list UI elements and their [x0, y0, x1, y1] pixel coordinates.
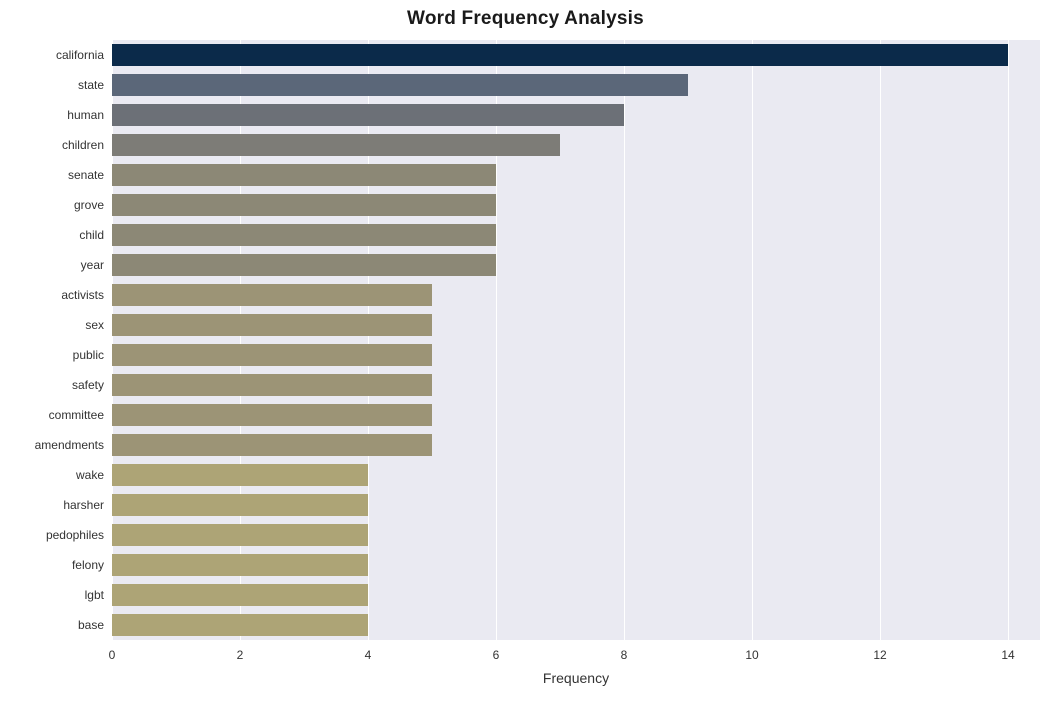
- bar: [112, 554, 368, 576]
- bar: [112, 104, 624, 126]
- y-tick-label: activists: [0, 288, 104, 302]
- y-tick-label: harsher: [0, 498, 104, 512]
- x-tick-label: 14: [993, 648, 1023, 662]
- x-gridline: [880, 40, 881, 640]
- y-tick-label: committee: [0, 408, 104, 422]
- y-tick-label: safety: [0, 378, 104, 392]
- word-frequency-chart: Word Frequency Analysis Frequency califo…: [0, 0, 1051, 701]
- y-tick-label: grove: [0, 198, 104, 212]
- xaxis-title: Frequency: [112, 670, 1040, 686]
- bar: [112, 284, 432, 306]
- bar: [112, 494, 368, 516]
- x-tick-label: 2: [225, 648, 255, 662]
- x-tick-label: 6: [481, 648, 511, 662]
- bar: [112, 404, 432, 426]
- bar: [112, 464, 368, 486]
- x-gridline: [496, 40, 497, 640]
- bar: [112, 314, 432, 336]
- y-tick-label: base: [0, 618, 104, 632]
- y-tick-label: state: [0, 78, 104, 92]
- x-tick-label: 12: [865, 648, 895, 662]
- x-tick-label: 0: [97, 648, 127, 662]
- bar: [112, 614, 368, 636]
- y-tick-label: human: [0, 108, 104, 122]
- bar: [112, 254, 496, 276]
- x-tick-label: 10: [737, 648, 767, 662]
- bar: [112, 434, 432, 456]
- bar: [112, 344, 432, 366]
- chart-title: Word Frequency Analysis: [0, 8, 1051, 30]
- x-gridline: [624, 40, 625, 640]
- x-gridline: [240, 40, 241, 640]
- bar: [112, 194, 496, 216]
- x-gridline: [112, 40, 113, 640]
- bar: [112, 524, 368, 546]
- y-tick-label: child: [0, 228, 104, 242]
- y-tick-label: california: [0, 48, 104, 62]
- y-tick-label: sex: [0, 318, 104, 332]
- y-tick-label: lgbt: [0, 588, 104, 602]
- y-tick-label: senate: [0, 168, 104, 182]
- x-gridline: [1008, 40, 1009, 640]
- x-gridline: [368, 40, 369, 640]
- y-tick-label: year: [0, 258, 104, 272]
- y-tick-label: amendments: [0, 438, 104, 452]
- bar: [112, 164, 496, 186]
- bar: [112, 44, 1008, 66]
- plot-area: [112, 40, 1040, 640]
- y-tick-label: pedophiles: [0, 528, 104, 542]
- bar: [112, 134, 560, 156]
- bar: [112, 374, 432, 396]
- bar: [112, 584, 368, 606]
- x-tick-label: 8: [609, 648, 639, 662]
- x-gridline: [752, 40, 753, 640]
- bar: [112, 224, 496, 246]
- y-tick-label: public: [0, 348, 104, 362]
- y-tick-label: children: [0, 138, 104, 152]
- bar: [112, 74, 688, 96]
- x-tick-label: 4: [353, 648, 383, 662]
- y-tick-label: wake: [0, 468, 104, 482]
- y-tick-label: felony: [0, 558, 104, 572]
